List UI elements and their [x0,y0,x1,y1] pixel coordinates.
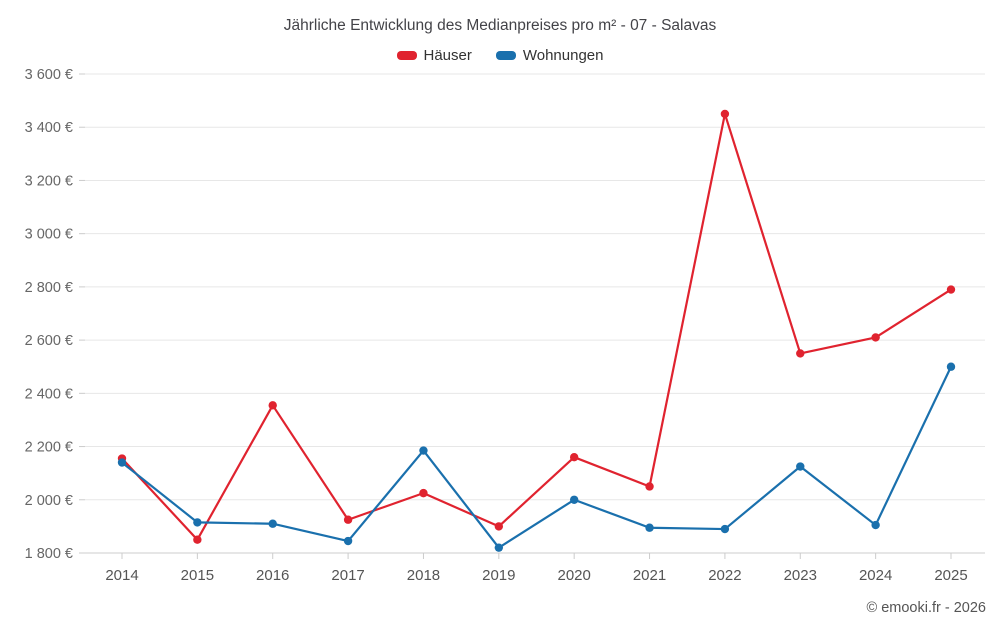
data-point-Wohnungen-2024 [871,520,880,530]
data-point-Häuser-2019 [494,522,504,531]
x-tick-label: 2018 [407,567,440,584]
legend-swatch-haeuser [396,51,417,60]
legend-item-wohnungen[interactable]: Wohnungen [495,47,604,64]
x-tick-label: 2015 [181,567,214,584]
data-point-Wohnungen-2016 [268,519,277,528]
chart-title: Jährliche Entwicklung des Medianpreises … [283,17,717,34]
x-tick-label: 2021 [633,567,666,584]
y-tick-label: 3 200 € [25,173,73,189]
data-point-Häuser-2015 [193,535,202,544]
data-point-Wohnungen-2025 [946,362,956,371]
x-tick-label: 2019 [482,567,515,584]
data-point-Häuser-2024 [871,333,880,342]
y-tick-label: 3 600 € [25,67,73,83]
y-tick-label: 2 200 € [25,440,73,456]
y-tick-label: 2 000 € [25,493,73,509]
y-tick-label: 3 000 € [25,227,73,243]
y-tick-label: 1 800 € [25,546,73,562]
x-tick-label: 2020 [557,567,590,584]
data-point-Häuser-2020 [569,453,579,462]
legend-label-wohnungen: Wohnungen [522,47,604,64]
data-point-Wohnungen-2023 [796,462,805,471]
data-point-Häuser-2023 [796,349,805,358]
data-point-Wohnungen-2022 [720,524,730,534]
y-tick-label: 2 800 € [25,280,73,296]
y-tick-label: 2 600 € [25,333,73,349]
data-point-Wohnungen-2020 [569,495,579,504]
y-tick-label: 3 400 € [25,120,73,136]
x-tick-label: 2014 [105,567,138,584]
legend-swatch-wohnungen [495,51,516,60]
x-tick-label: 2023 [784,567,817,584]
copyright-text: © emooki.fr - 2026 [866,600,986,616]
data-point-Wohnungen-2017 [343,536,353,546]
data-point-Häuser-2025 [946,285,956,294]
data-point-Häuser-2021 [645,482,654,491]
data-point-Wohnungen-2015 [193,518,202,527]
x-tick-label: 2022 [708,567,741,584]
data-point-Häuser-2022 [720,109,730,119]
data-point-Wohnungen-2014 [117,458,127,467]
data-point-Häuser-2017 [343,515,353,524]
data-point-Häuser-2016 [268,401,277,410]
data-point-Wohnungen-2018 [419,446,428,455]
data-point-Wohnungen-2021 [645,523,654,532]
x-tick-label: 2016 [256,567,289,584]
x-tick-label: 2024 [859,567,892,584]
y-tick-label: 2 400 € [25,386,73,402]
series-line-Wohnungen [120,365,953,549]
data-point-Wohnungen-2019 [494,543,504,552]
data-point-Häuser-2018 [419,488,428,498]
chart-legend: Häuser Wohnungen [0,47,1000,64]
legend-label-haeuser: Häuser [423,47,472,64]
legend-item-haeuser[interactable]: Häuser [396,47,472,64]
series-line-Häuser [120,112,953,541]
x-tick-label: 2017 [331,567,364,584]
x-tick-label: 2025 [934,567,967,584]
